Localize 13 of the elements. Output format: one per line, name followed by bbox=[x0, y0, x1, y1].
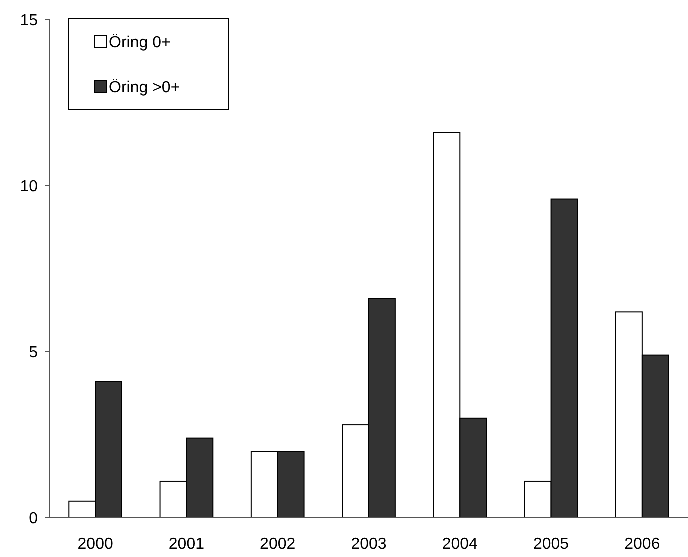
y-tick-label: 15 bbox=[20, 12, 38, 30]
x-tick-label: 2001 bbox=[168, 536, 205, 553]
x-tick-label: 2002 bbox=[260, 536, 296, 553]
y-tick-label: 0 bbox=[29, 510, 38, 528]
x-tick-label: 2000 bbox=[78, 536, 114, 553]
y-tick-label: 10 bbox=[20, 178, 38, 196]
x-tick-label: 2003 bbox=[351, 536, 387, 553]
x-tick-label: 2006 bbox=[624, 536, 660, 553]
legend-label: Öring >0+ bbox=[109, 78, 180, 97]
y-tick-label: 5 bbox=[29, 344, 38, 362]
legend-label: Öring 0+ bbox=[109, 34, 171, 52]
x-tick-label: 2005 bbox=[533, 536, 570, 553]
x-tick-label: 2004 bbox=[442, 536, 478, 553]
